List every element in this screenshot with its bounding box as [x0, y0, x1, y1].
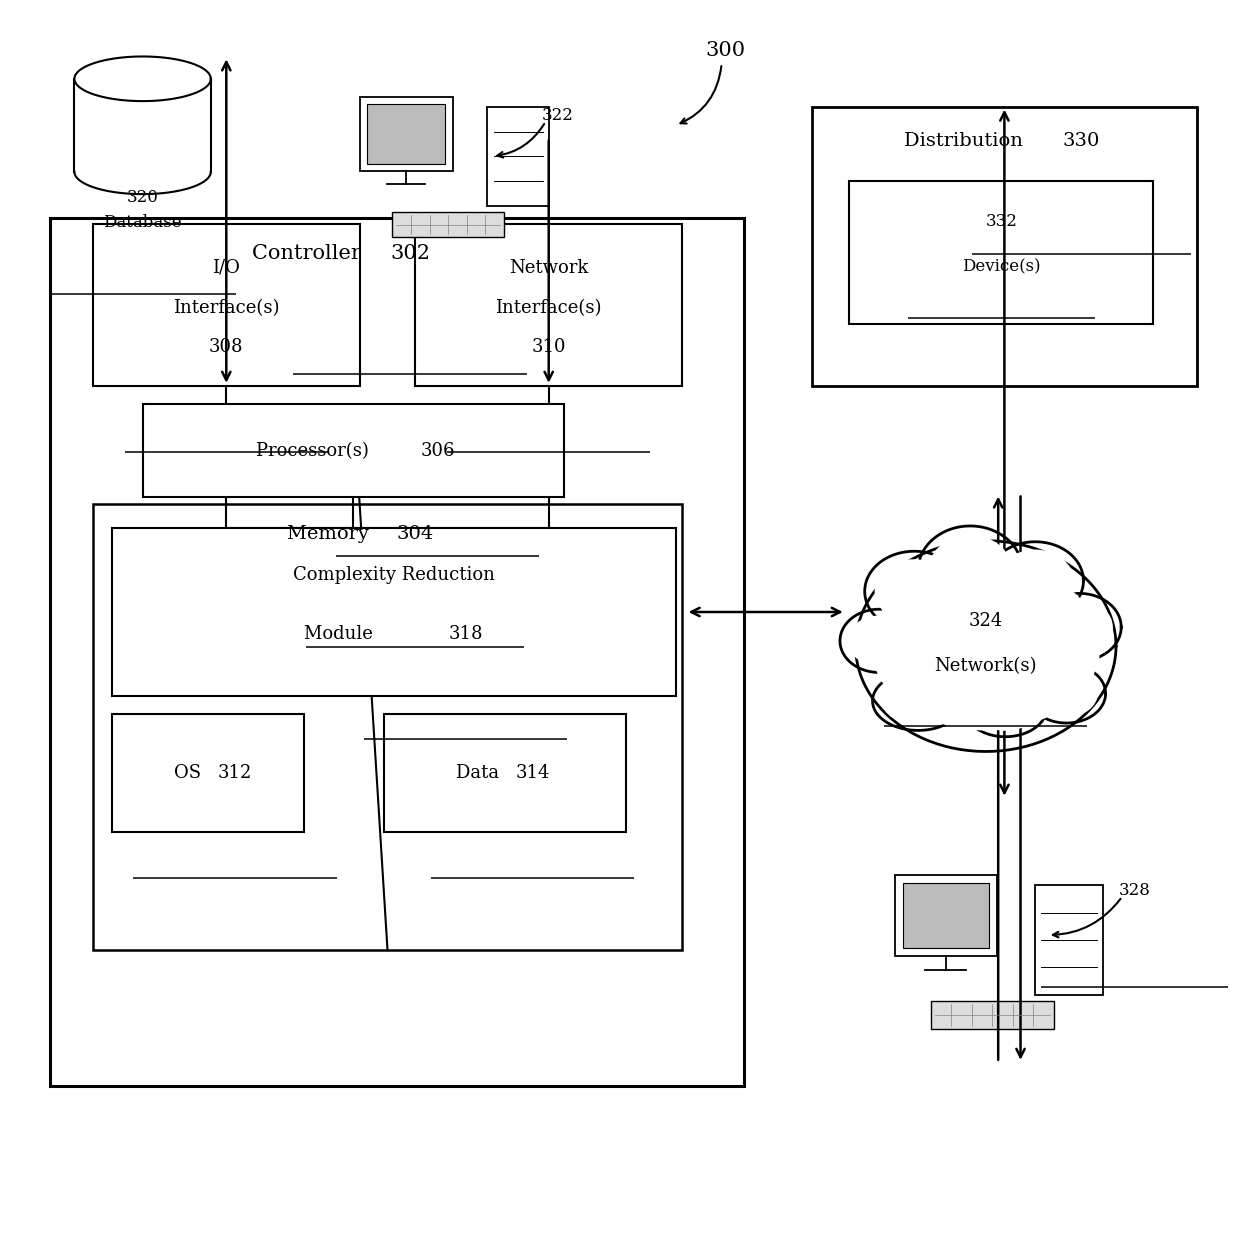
Bar	[415, 225, 682, 385]
Bar	[74, 79, 211, 172]
Bar	[1035, 886, 1104, 994]
Bar	[487, 107, 549, 206]
Text: 304: 304	[397, 526, 434, 543]
Text: Interface(s): Interface(s)	[174, 299, 279, 316]
Ellipse shape	[929, 535, 1012, 606]
Text: 310: 310	[532, 339, 565, 356]
Ellipse shape	[987, 542, 1084, 620]
Bar	[143, 404, 564, 497]
Text: Database: Database	[103, 213, 182, 231]
Text: Module: Module	[304, 625, 389, 644]
Text: 318: 318	[449, 625, 482, 644]
Ellipse shape	[972, 684, 1039, 730]
Text: 332: 332	[986, 213, 1017, 230]
Bar	[392, 212, 503, 237]
Polygon shape	[74, 56, 211, 102]
Ellipse shape	[1047, 600, 1112, 654]
Bar	[112, 714, 304, 832]
Ellipse shape	[872, 562, 1100, 730]
Text: Data: Data	[455, 764, 511, 782]
Ellipse shape	[1038, 594, 1121, 661]
Text: Network(s): Network(s)	[935, 656, 1037, 675]
Text: 306: 306	[420, 442, 455, 459]
Bar	[903, 882, 988, 949]
Bar	[367, 104, 445, 163]
Ellipse shape	[963, 678, 1047, 737]
Bar	[849, 181, 1153, 324]
Text: Network: Network	[508, 259, 589, 277]
Ellipse shape	[839, 609, 918, 673]
Bar	[894, 875, 997, 956]
Bar	[112, 528, 676, 695]
Bar	[812, 107, 1197, 385]
Bar	[50, 218, 744, 1087]
Text: Memory: Memory	[288, 526, 382, 543]
Text: 300: 300	[706, 41, 745, 60]
Ellipse shape	[997, 550, 1074, 612]
Text: Interface(s): Interface(s)	[496, 299, 601, 316]
Bar	[93, 225, 360, 385]
Ellipse shape	[918, 526, 1022, 615]
Ellipse shape	[874, 560, 954, 624]
Text: 302: 302	[391, 243, 430, 262]
Text: Complexity Reduction: Complexity Reduction	[293, 566, 495, 584]
Ellipse shape	[1035, 670, 1097, 717]
Bar	[931, 1001, 1054, 1029]
Text: 308: 308	[210, 339, 243, 356]
Ellipse shape	[864, 551, 963, 631]
Ellipse shape	[882, 678, 955, 724]
Text: OS: OS	[174, 764, 212, 782]
Ellipse shape	[1028, 664, 1106, 723]
Text: Processor(s): Processor(s)	[257, 442, 381, 459]
Text: 324: 324	[968, 612, 1003, 630]
Ellipse shape	[873, 671, 963, 730]
Text: 312: 312	[218, 764, 252, 782]
Text: Device(s): Device(s)	[962, 259, 1040, 276]
Bar	[93, 503, 682, 950]
Ellipse shape	[856, 541, 1116, 752]
Text: 320: 320	[126, 188, 159, 206]
Text: 314: 314	[516, 764, 549, 782]
Text: I/O: I/O	[212, 259, 241, 277]
Text: 330: 330	[1063, 133, 1100, 151]
Text: 322: 322	[542, 107, 574, 124]
Text: 328: 328	[1118, 882, 1151, 899]
Bar	[384, 714, 626, 832]
Text: Controller: Controller	[253, 243, 374, 262]
Bar	[360, 97, 453, 171]
Ellipse shape	[848, 615, 910, 666]
Text: Distribution: Distribution	[904, 133, 1035, 151]
